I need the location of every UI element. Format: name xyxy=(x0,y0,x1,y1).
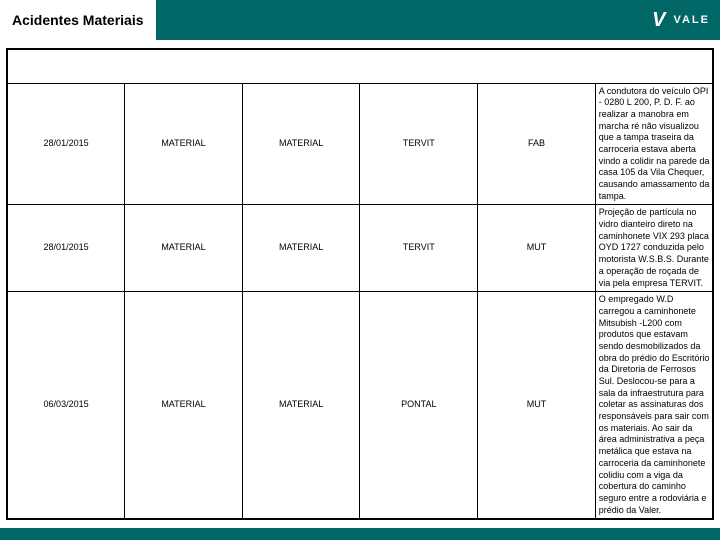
cell-location: PONTAL xyxy=(360,292,478,520)
cell-code: MUT xyxy=(478,292,596,520)
cell-date: 28/01/2015 xyxy=(7,205,125,292)
logo-v-icon: V xyxy=(652,9,667,32)
table-row: 06/03/2015 MATERIAL MATERIAL PONTAL MUT … xyxy=(7,292,713,520)
cell-category1: MATERIAL xyxy=(125,292,243,520)
brand-text: VALE xyxy=(673,14,710,26)
title-wrap: Acidentes Materiais xyxy=(0,0,156,40)
cell-category2: MATERIAL xyxy=(242,205,360,292)
cell-date: 06/03/2015 xyxy=(7,292,125,520)
cell-date: 28/01/2015 xyxy=(7,83,125,205)
cell-code: FAB xyxy=(478,83,596,205)
cell-description: O empregado W.D carregou a caminhonete M… xyxy=(595,292,713,520)
table-row: 28/01/2015 MATERIAL MATERIAL TERVIT FAB … xyxy=(7,83,713,205)
cell-location: TERVIT xyxy=(360,205,478,292)
cell-category2: MATERIAL xyxy=(242,83,360,205)
cell-description: A condutora do veículo OPI - 0280 L 200,… xyxy=(595,83,713,205)
slide-footer-bar xyxy=(0,528,720,540)
spacer-cell xyxy=(7,49,713,83)
accidents-table: 28/01/2015 MATERIAL MATERIAL TERVIT FAB … xyxy=(6,48,714,520)
cell-description: Projeção de partícula no vidro dianteiro… xyxy=(595,205,713,292)
table-header-spacer xyxy=(7,49,713,83)
slide-header: Acidentes Materiais V VALE xyxy=(0,0,720,40)
brand-logo: V VALE xyxy=(652,9,710,32)
cell-code: MUT xyxy=(478,205,596,292)
content-area: 28/01/2015 MATERIAL MATERIAL TERVIT FAB … xyxy=(0,40,720,520)
cell-category2: MATERIAL xyxy=(242,292,360,520)
cell-category1: MATERIAL xyxy=(125,205,243,292)
cell-location: TERVIT xyxy=(360,83,478,205)
page-title: Acidentes Materiais xyxy=(0,0,156,40)
cell-category1: MATERIAL xyxy=(125,83,243,205)
table-row: 28/01/2015 MATERIAL MATERIAL TERVIT MUT … xyxy=(7,205,713,292)
